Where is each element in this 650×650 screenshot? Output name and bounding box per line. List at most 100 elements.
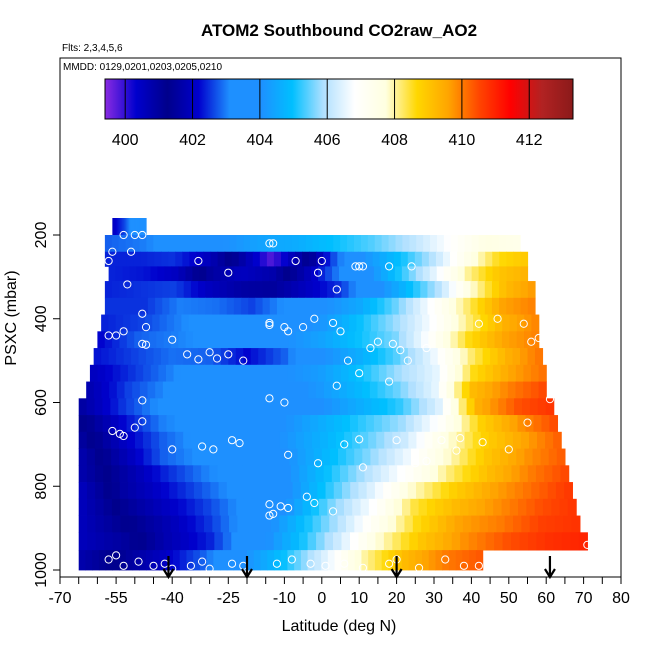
heatmap-cell <box>469 415 479 433</box>
heatmap-cell <box>531 482 541 500</box>
heatmap-cell <box>160 235 168 253</box>
heatmap-cell <box>240 550 248 571</box>
heatmap-cell <box>284 297 292 315</box>
heatmap-cell <box>145 498 154 516</box>
heatmap-cell <box>219 297 228 315</box>
heatmap-cell <box>523 364 532 382</box>
heatmap-cell <box>206 415 215 433</box>
heatmap-cell <box>239 532 249 551</box>
data-point <box>545 395 555 404</box>
data-point <box>366 343 375 353</box>
x-axis: -70 -55 -40 -25 -10 0 10 20 30 40 50 60 70 80 <box>48 577 630 607</box>
heatmap-cell <box>252 398 262 416</box>
heatmap-cell <box>112 515 122 533</box>
heatmap-cell <box>400 532 410 551</box>
heatmap-cell <box>104 331 113 349</box>
heatmap-cell <box>262 281 271 299</box>
heatmap-cell <box>215 235 224 253</box>
heatmap-cell <box>485 532 495 551</box>
heatmap-cell <box>135 364 144 382</box>
heatmap-cell <box>516 314 525 332</box>
heatmap-cell <box>294 415 303 433</box>
heatmap-cell <box>316 381 325 399</box>
heatmap-cell <box>461 415 471 433</box>
heatmap-cell <box>369 331 378 349</box>
heatmap-cell <box>294 550 302 571</box>
heatmap-cell <box>470 364 479 382</box>
heatmap-cell <box>143 431 152 449</box>
y-tick-label: 400 <box>33 305 50 332</box>
heatmap-cell <box>484 281 493 299</box>
heatmap-cell <box>409 235 417 253</box>
heatmap-cell <box>455 550 464 571</box>
heatmap-cell <box>416 482 425 500</box>
heatmap-cell <box>171 532 182 551</box>
heatmap-cell <box>392 381 402 399</box>
heatmap-cell <box>270 381 279 399</box>
heatmap-cell <box>386 251 395 267</box>
heatmap-cell <box>93 381 103 399</box>
heatmap-cell <box>341 281 350 299</box>
heatmap-cell <box>370 281 378 299</box>
heatmap-cell <box>123 348 132 366</box>
heatmap-cell <box>527 532 538 551</box>
heatmap-cell <box>410 498 420 516</box>
heatmap-cell <box>264 235 272 253</box>
heatmap-cell <box>269 498 279 516</box>
heatmap-cell <box>251 331 260 349</box>
heatmap-cell <box>475 550 484 571</box>
heatmap-cell <box>456 431 466 449</box>
heatmap-cell <box>405 281 414 299</box>
heatmap-cell <box>513 281 522 299</box>
heatmap-cell <box>302 498 312 516</box>
heatmap-cell <box>354 331 363 349</box>
heatmap-cell <box>462 515 472 533</box>
heatmap-cell <box>561 532 571 551</box>
heatmap-cell <box>548 448 558 466</box>
heatmap-cell <box>407 482 417 500</box>
heatmap-cell <box>192 448 201 466</box>
heatmap-cell <box>158 364 167 382</box>
data-point <box>134 557 143 566</box>
heatmap-cell <box>270 235 279 253</box>
heatmap-cell <box>501 331 510 349</box>
heatmap-cell <box>136 482 146 500</box>
heatmap-cell <box>443 498 453 516</box>
heatmap-cell <box>401 364 410 382</box>
heatmap-cell <box>283 266 291 282</box>
data-point <box>112 551 121 560</box>
heatmap-cell <box>325 348 334 366</box>
heatmap-cell <box>149 398 159 416</box>
heatmap-cell <box>182 251 191 267</box>
heatmap-cell <box>441 281 450 299</box>
data-point <box>265 394 274 403</box>
heatmap-cell <box>315 465 325 483</box>
heatmap-cell <box>461 381 471 399</box>
heatmap-cell <box>152 314 161 332</box>
heatmap-cell <box>283 314 292 332</box>
heatmap-cell <box>112 281 120 299</box>
heatmap-cell <box>386 364 395 382</box>
heatmap-cell <box>483 448 493 466</box>
heatmap-cell <box>310 331 319 349</box>
heatmap-cell <box>155 297 163 315</box>
heatmap-cell <box>309 482 318 500</box>
heatmap-cell <box>260 550 268 571</box>
data-point <box>198 557 207 566</box>
heatmap-cell <box>252 498 262 516</box>
heatmap-cell <box>138 348 147 366</box>
heatmap-cell <box>144 482 154 500</box>
heatmap-cell <box>208 235 217 253</box>
heatmap-cell <box>349 415 359 433</box>
heatmap-cell <box>385 498 395 516</box>
heatmap-cell <box>545 431 554 449</box>
heatmap-cell <box>277 498 287 516</box>
colorbar-tick-label: 404 <box>247 132 274 149</box>
heatmap-cell <box>450 331 459 349</box>
heatmap-cell <box>235 482 244 500</box>
heatmap-cell <box>496 515 506 533</box>
heatmap-cell <box>163 532 173 551</box>
heatmap-cell <box>341 532 351 551</box>
heatmap-cell <box>238 415 247 433</box>
heatmap-cell <box>321 550 329 571</box>
